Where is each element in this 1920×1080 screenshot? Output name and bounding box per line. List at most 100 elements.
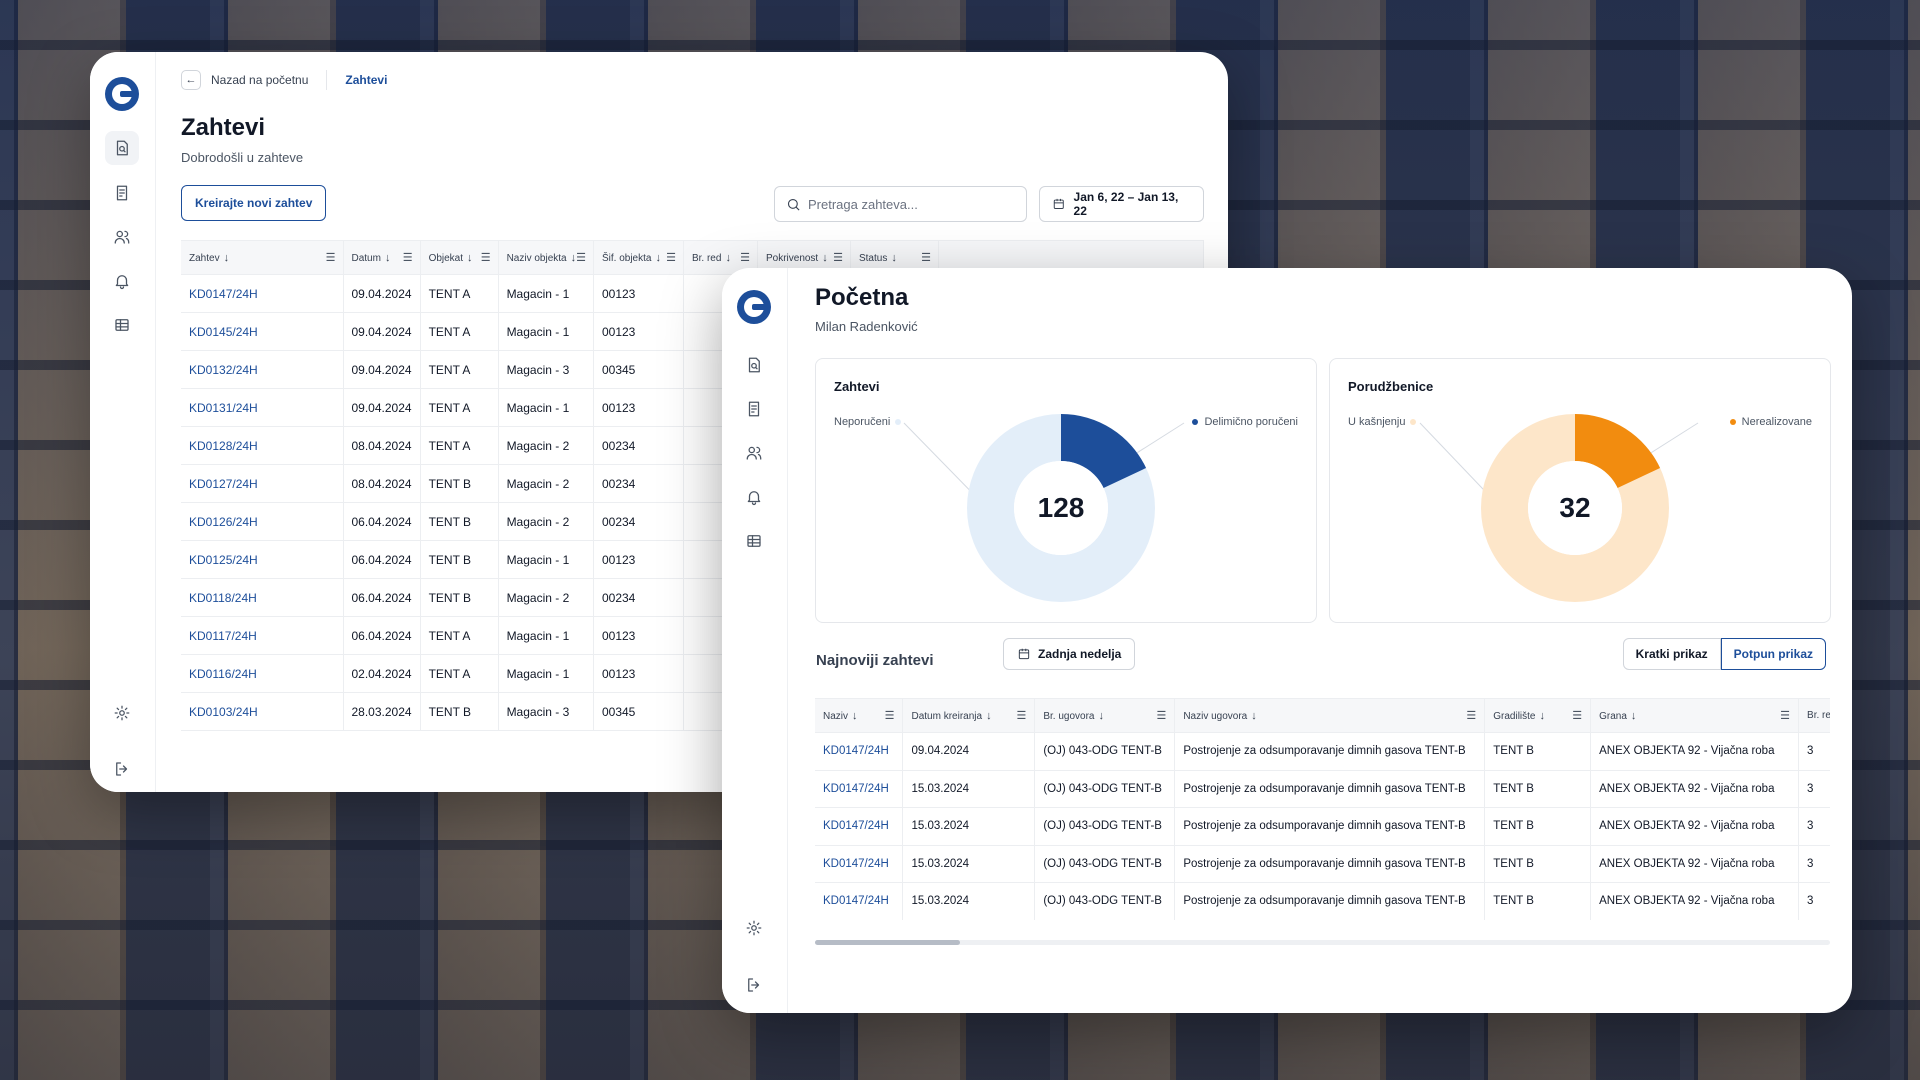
sort-arrow-icon[interactable]: ↓	[384, 251, 391, 264]
document-list-icon[interactable]	[737, 392, 771, 426]
table-cell: 09.04.2024	[902, 732, 1036, 771]
search-input[interactable]: Pretraga zahteva...	[774, 186, 1027, 222]
gear-icon[interactable]	[105, 696, 139, 730]
column-header[interactable]: Šif. objekta ↓ ☰	[593, 240, 684, 275]
sort-arrow-icon[interactable]: ↓	[822, 251, 828, 264]
bell-icon[interactable]	[737, 480, 771, 514]
sort-arrow-icon[interactable]: ↓	[986, 709, 992, 722]
filter-icon[interactable]: ☰	[1466, 710, 1477, 722]
orders-summary-card[interactable]: Porudžbenice U kašnjenju Nerealizovane 3…	[1329, 358, 1831, 623]
column-header[interactable]: Br. red ↓ ☰	[683, 240, 758, 275]
request-id-link[interactable]: KD0131/24H	[181, 388, 344, 427]
column-header[interactable]: Naziv ↓ ☰	[815, 698, 904, 733]
full-view-button[interactable]: Potpun prikaz	[1720, 638, 1826, 670]
column-header[interactable]: Naziv objekta ↓ ☰	[498, 240, 594, 275]
column-header[interactable]: Grana ↓ ☰	[1590, 698, 1800, 733]
request-id-link[interactable]: KD0118/24H	[181, 578, 344, 617]
table-row[interactable]: KD0147/24H 15.03.2024 (OJ) 043-ODG TENT-B P…	[815, 770, 1830, 808]
table-row[interactable]: KD0147/24H 15.03.2024 (OJ) 043-ODG TENT-B P…	[815, 845, 1830, 883]
app-logo[interactable]	[737, 290, 771, 324]
table-cell: ANEX OBJEKTA 92 - Vijačna roba	[1590, 732, 1800, 771]
filter-icon[interactable]: ☰	[666, 252, 676, 264]
column-header[interactable]: Datum ↓ ☰	[343, 240, 421, 275]
filter-icon[interactable]: ☰	[833, 252, 843, 264]
request-id-link[interactable]: KD0147/24H	[815, 845, 904, 883]
requests-summary-card[interactable]: Zahtevi Neporučeni Delimično poručeni 12…	[815, 358, 1317, 623]
users-icon[interactable]	[105, 220, 139, 254]
table-cell: 15.03.2024	[902, 845, 1036, 883]
app-logo[interactable]	[105, 77, 139, 111]
filter-icon[interactable]: ☰	[921, 252, 931, 264]
users-icon[interactable]	[737, 436, 771, 470]
request-id-link[interactable]: KD0132/24H	[181, 350, 344, 389]
table-row[interactable]: KD0147/24H 09.04.2024 (OJ) 043-ODG TENT-B P…	[815, 732, 1830, 771]
sort-arrow-icon[interactable]: ↓	[725, 251, 731, 264]
filter-icon[interactable]: ☰	[480, 252, 491, 264]
filter-icon[interactable]: ☰	[884, 710, 895, 722]
logout-icon[interactable]	[737, 968, 771, 1002]
filter-icon[interactable]: ☰	[1016, 710, 1027, 722]
table-cell: Postrojenje za odsumporavanje dimnih gas…	[1174, 807, 1486, 846]
column-header[interactable]: Br. ugovora ↓ ☰	[1034, 698, 1176, 733]
request-id-link[interactable]: KD0126/24H	[181, 502, 344, 541]
column-header[interactable]: Zahtev ↓ ☰	[181, 240, 344, 275]
table-icon[interactable]	[105, 308, 139, 342]
sort-arrow-icon[interactable]: ↓	[570, 251, 577, 264]
request-id-link[interactable]: KD0147/24H	[815, 732, 904, 771]
gear-icon[interactable]	[737, 911, 771, 945]
sort-arrow-icon[interactable]: ↓	[467, 251, 473, 264]
request-id-link[interactable]: KD0147/24H	[815, 770, 904, 808]
table-cell: 00123	[593, 274, 684, 313]
request-id-link[interactable]: KD0145/24H	[181, 312, 344, 351]
filter-icon[interactable]: ☰	[402, 252, 413, 264]
table-cell: 08.04.2024	[343, 464, 421, 503]
filter-icon[interactable]: ☰	[576, 252, 586, 264]
breadcrumb-current[interactable]: Zahtevi	[345, 73, 388, 87]
last-week-filter-button[interactable]: Zadnja nedelja	[1003, 638, 1136, 670]
column-header[interactable]: Objekat ↓ ☰	[420, 240, 499, 275]
filter-icon[interactable]: ☰	[1156, 710, 1167, 722]
bell-icon[interactable]	[105, 264, 139, 298]
create-request-button[interactable]: Kreirajte novi zahtev	[181, 185, 327, 221]
logout-icon[interactable]	[105, 752, 139, 786]
request-id-link[interactable]: KD0116/24H	[181, 654, 344, 693]
request-id-link[interactable]: KD0128/24H	[181, 426, 344, 465]
sort-arrow-icon[interactable]: ↓	[1630, 709, 1637, 722]
sort-arrow-icon[interactable]: ↓	[1539, 709, 1546, 722]
filter-icon[interactable]: ☰	[325, 252, 336, 264]
column-header[interactable]: Br. redova	[1798, 698, 1830, 733]
document-search-icon[interactable]	[105, 131, 139, 165]
column-header[interactable]: Datum kreiranja ↓ ☰	[902, 698, 1036, 733]
table-row[interactable]: KD0147/24H 15.03.2024 (OJ) 043-ODG TENT-B P…	[815, 882, 1830, 920]
filter-icon[interactable]: ☰	[740, 252, 750, 264]
sort-arrow-icon[interactable]: ↓	[655, 251, 661, 264]
sort-arrow-icon[interactable]: ↓	[223, 251, 230, 264]
donut-segment-highlight	[1575, 414, 1661, 488]
table-icon[interactable]	[737, 524, 771, 558]
scrollbar-thumb[interactable]	[815, 940, 960, 945]
sort-arrow-icon[interactable]: ↓	[1098, 709, 1105, 722]
request-id-link[interactable]: KD0117/24H	[181, 616, 344, 655]
table-cell: 02.04.2024	[343, 654, 421, 693]
sort-arrow-icon[interactable]: ↓	[852, 709, 858, 722]
request-id-link[interactable]: KD0147/24H	[181, 274, 344, 313]
sort-arrow-icon[interactable]: ↓	[1251, 709, 1257, 722]
column-header[interactable]: Naziv ugovora ↓ ☰	[1174, 698, 1486, 733]
request-id-link[interactable]: KD0127/24H	[181, 464, 344, 503]
filter-icon[interactable]: ☰	[1780, 710, 1791, 722]
sort-arrow-icon[interactable]: ↓	[891, 251, 897, 264]
date-range-picker[interactable]: Jan 6, 22 – Jan 13, 22	[1039, 186, 1204, 222]
table-row[interactable]: KD0147/24H 15.03.2024 (OJ) 043-ODG TENT-B P…	[815, 807, 1830, 846]
request-id-link[interactable]: KD0147/24H	[815, 807, 904, 846]
short-view-button[interactable]: Kratki prikaz	[1622, 638, 1721, 670]
request-id-link[interactable]: KD0103/24H	[181, 692, 344, 731]
horizontal-scrollbar[interactable]	[815, 940, 1830, 945]
column-header[interactable]: Gradilište ↓ ☰	[1484, 698, 1592, 733]
request-id-link[interactable]: KD0147/24H	[815, 882, 904, 920]
document-list-icon[interactable]	[105, 176, 139, 210]
filter-icon[interactable]: ☰	[1572, 710, 1583, 722]
document-search-icon[interactable]	[737, 348, 771, 382]
breadcrumb-back-link[interactable]: Nazad na početnu	[211, 73, 309, 87]
back-arrow-icon[interactable]: ←	[181, 70, 201, 90]
request-id-link[interactable]: KD0125/24H	[181, 540, 344, 579]
